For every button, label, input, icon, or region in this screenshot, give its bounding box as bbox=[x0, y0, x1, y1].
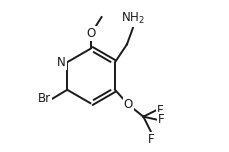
Text: Br: Br bbox=[38, 92, 51, 105]
Text: N: N bbox=[57, 56, 65, 69]
Text: O: O bbox=[86, 27, 95, 40]
Text: F: F bbox=[147, 133, 153, 146]
Text: F: F bbox=[158, 113, 164, 126]
Text: NH$_2$: NH$_2$ bbox=[120, 11, 144, 26]
Text: F: F bbox=[156, 104, 163, 117]
Text: O: O bbox=[123, 98, 133, 111]
